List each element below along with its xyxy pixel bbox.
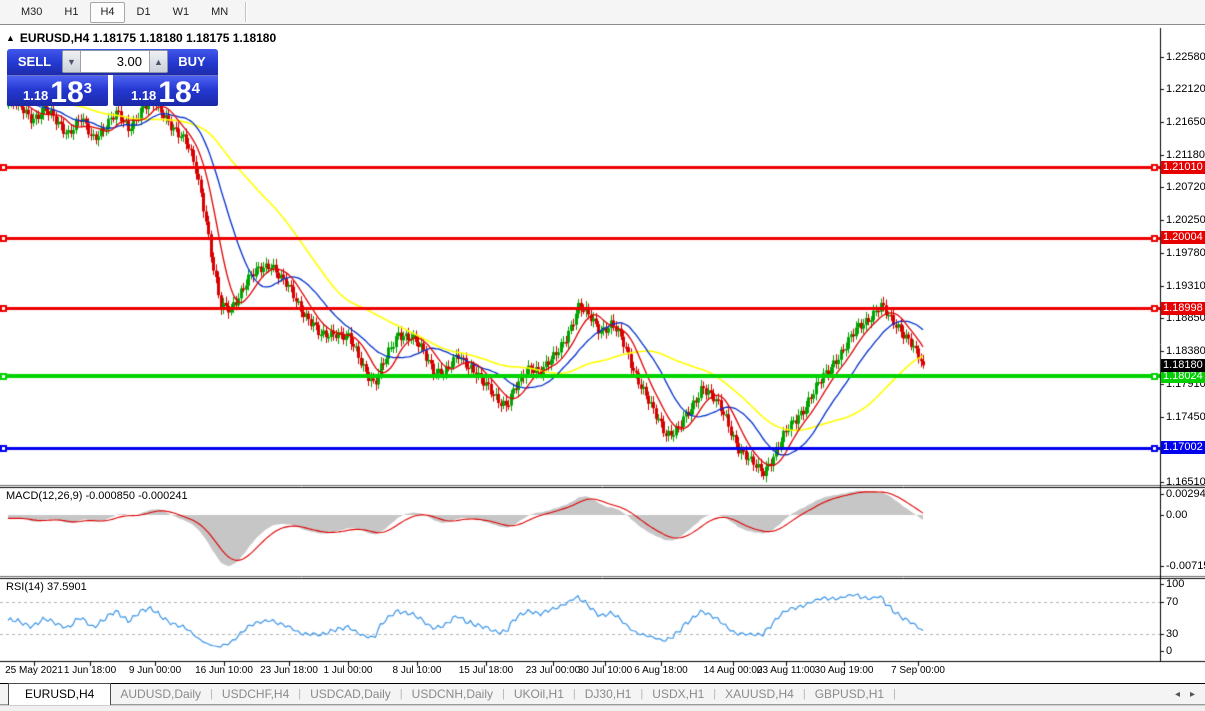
tab-eurusd-h4[interactable]: EURUSD,H4 (8, 682, 112, 705)
price-tick-label: 1.22580 (1166, 51, 1205, 63)
trade-panel-prices: 1.18 18 3 1.18 18 4 (7, 75, 218, 109)
tab-xauusd-h4[interactable]: XAUUSD,H4 (725, 687, 794, 701)
macd-axis-label: -0.007151 (1166, 560, 1205, 572)
price-line-label: 1.20004 (1161, 231, 1205, 245)
price-tick-label: 1.21650 (1166, 116, 1205, 129)
timeframe-toolbar: M30 H1 H4 D1 W1 MN (0, 0, 1205, 25)
price-tick-label: 1.18380 (1166, 345, 1205, 358)
tab-ukoil-h1[interactable]: UKOil,H1 (513, 687, 564, 701)
sell-price-big-digits: 18 (50, 76, 84, 109)
sell-button[interactable]: SELL (17, 54, 52, 69)
date-label: 7 Sep 00:00 (891, 665, 945, 676)
tab-scroll-nav: ◂ ▸ (1175, 689, 1205, 700)
tab-usdchf-h4[interactable]: USDCHF,H4 (221, 687, 290, 701)
chart-tabs: EURUSD,H4 AUDUSD,Daily | USDCHF,H4 | USDCAD,D… (0, 682, 896, 705)
date-label: 25 May 2021 (5, 665, 63, 676)
date-label: 1 Jun 18:00 (63, 665, 117, 676)
price-line-label: 1.21010 (1161, 160, 1205, 174)
buy-price-prefix: 1.18 (130, 88, 157, 103)
macd-axis-label: 0.00 (1166, 509, 1188, 521)
date-label: 9 Jun 00:00 (128, 665, 182, 676)
timeframe-d1[interactable]: D1 (136, 5, 151, 18)
tab-separator: | (298, 688, 302, 700)
price-tick-label: 1.21180 (1166, 149, 1205, 162)
sell-price-button[interactable]: 1.18 18 3 (7, 75, 108, 109)
date-label: 14 Aug 00:00 (703, 665, 763, 676)
sell-price-pip-digit: 3 (83, 80, 93, 97)
timeframe-w1[interactable]: W1 (172, 5, 190, 18)
date-label: 30 Aug 19:00 (814, 665, 874, 676)
tab-separator: | (210, 688, 213, 700)
date-label: 23 Jul 00:00 (525, 665, 581, 676)
timeframe-mn[interactable]: MN (211, 5, 229, 18)
chart-title: ▲ EURUSD,H4 1.18175 1.18180 1.18175 1.181… (6, 31, 276, 45)
buy-price-pip-digit: 4 (191, 80, 201, 97)
price-tick-label: 1.18850 (1166, 312, 1205, 325)
buy-button[interactable]: BUY (178, 54, 206, 69)
price-line-label: 1.18180 (1161, 358, 1205, 372)
tab-separator: | (640, 688, 644, 700)
timeframe-h1[interactable]: H1 (64, 5, 79, 18)
date-label: 15 Jul 18:00 (458, 665, 514, 676)
tab-separator: | (399, 688, 403, 700)
timeframe-m30[interactable]: M30 (21, 5, 43, 18)
macd-indicator-label: MACD(12,26,9) -0.000850 -0.000241 (6, 490, 188, 502)
tab-separator: | (572, 688, 576, 700)
rsi-axis-label: 0 (1166, 645, 1173, 657)
chart-tab-bar: EURUSD,H4 AUDUSD,Daily | USDCHF,H4 | USDCAD,D… (0, 682, 1205, 705)
tab-scroll-left-icon[interactable]: ◂ (1174, 688, 1180, 700)
date-label: 6 Aug 18:00 (634, 665, 688, 676)
buy-price-button[interactable]: 1.18 18 4 (113, 75, 218, 109)
volume-up-button[interactable]: ▲ (150, 51, 167, 72)
date-label: 1 Jul 00:00 (323, 665, 373, 676)
date-label: 23 Aug 11:00 (756, 665, 816, 676)
volume-input[interactable] (80, 51, 150, 72)
tab-audusd-daily[interactable]: AUDUSD,Daily (120, 687, 202, 701)
date-label: 30 Jul 10:00 (577, 665, 633, 676)
chart-ohlc-values: 1.18175 1.18180 1.18175 1.18180 (92, 31, 277, 45)
volume-down-button[interactable]: ▼ (63, 51, 80, 72)
one-click-trade-panel: SELL ▼ ▲ BUY 1.18 18 3 1.18 18 4 (7, 49, 218, 109)
price-line-label: 1.18024 (1161, 369, 1205, 383)
tab-usdcad-daily[interactable]: USDCAD,Daily (310, 687, 391, 701)
status-bar (0, 705, 1205, 711)
tab-usdcnh-daily[interactable]: USDCNH,Daily (411, 687, 493, 701)
tab-separator: | (893, 688, 896, 700)
price-tick-label: 1.16510 (1166, 476, 1205, 489)
timeframe-h4[interactable]: H4 (90, 1, 125, 23)
chart-symbol-label: EURUSD,H4 (19, 31, 90, 45)
price-tick-label: 1.19310 (1166, 280, 1205, 293)
price-tick-label: 1.20250 (1166, 214, 1205, 227)
price-line-label: 1.18998 (1161, 301, 1205, 315)
rsi-axis-label: 100 (1166, 578, 1185, 590)
tab-separator: | (802, 688, 806, 700)
buy-price-big-digits: 18 (158, 76, 192, 109)
date-label: 8 Jul 10:00 (392, 665, 442, 676)
price-line-label: 1.17002 (1161, 441, 1205, 455)
tab-dj30-h1[interactable]: DJ30,H1 (584, 687, 632, 701)
date-label: 23 Jun 18:00 (260, 665, 318, 676)
price-tick-label: 1.19780 (1166, 247, 1205, 260)
tab-usdx-h1[interactable]: USDX,H1 (652, 687, 705, 701)
sell-price-prefix: 1.18 (22, 88, 49, 103)
price-tick-label: 1.22120 (1166, 83, 1205, 96)
tab-scroll-right-icon[interactable]: ▸ (1189, 688, 1195, 700)
price-tick-label: 1.20720 (1166, 181, 1205, 194)
trade-panel-top: SELL ▼ ▲ BUY (7, 49, 218, 75)
tab-gbpusd-h1[interactable]: GBPUSD,H1 (814, 687, 885, 701)
tab-separator: | (502, 688, 505, 700)
date-label: 16 Jun 10:00 (195, 665, 253, 676)
volume-stepper: ▼ ▲ (62, 50, 168, 73)
macd-axis-label: 0.002947 (1166, 488, 1205, 500)
rsi-indicator-label: RSI(14) 37.5901 (6, 581, 87, 593)
collapse-panel-icon[interactable]: ▲ (6, 33, 15, 43)
toolbar-separator (245, 2, 248, 22)
tab-separator: | (713, 688, 717, 700)
price-tick-label: 1.17450 (1166, 410, 1205, 423)
rsi-axis-label: 30 (1166, 628, 1179, 640)
rsi-axis-label: 70 (1166, 596, 1179, 608)
timeframe-buttons: M30 H1 H4 D1 W1 MN (10, 1, 239, 23)
